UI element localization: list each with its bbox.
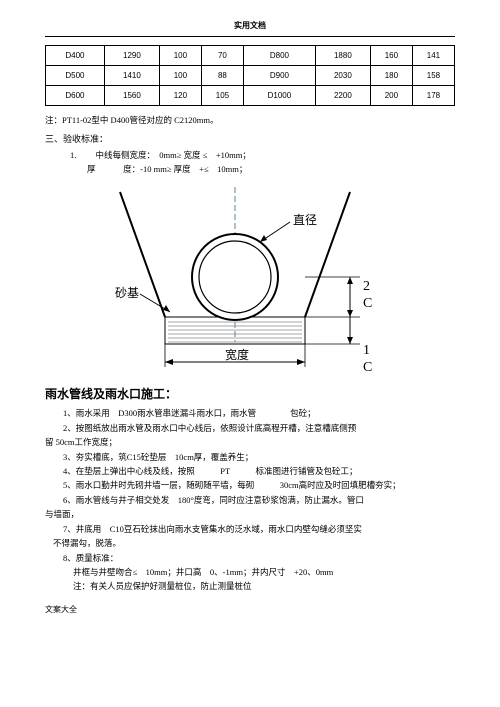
main-section-title: 雨水管线及雨水口施工： — [45, 385, 455, 402]
cell: 100 — [159, 66, 201, 86]
cell: 1410 — [104, 66, 159, 86]
cross-section-diagram: 直径 砂基 宽度 2 C 1 C — [45, 182, 455, 379]
cell: 158 — [412, 66, 454, 86]
para-6: 6、雨水管线与井子相交处发 180°度弯，同时应注意砂浆饱满，防止漏水。管口 — [63, 493, 455, 507]
cell: D400 — [46, 46, 105, 66]
para-1: 1、雨水采用 D300雨水管串迷漏斗雨水口，雨水管 包砼； — [63, 406, 455, 420]
table-row: D600 1560 120 105 D1000 2200 200 178 — [46, 86, 455, 106]
page-footer: 文案大全 — [45, 604, 455, 615]
cell: 2200 — [315, 86, 370, 106]
cell: 180 — [370, 66, 412, 86]
para-4: 4、在垫层上弹出中心线及线，按照 PT 标准图进行铺管及包砼工； — [63, 464, 455, 478]
table-row: D400 1290 100 70 D800 1880 160 141 — [46, 46, 455, 66]
cell: 70 — [201, 46, 243, 66]
cell: 105 — [201, 86, 243, 106]
para-2: 2、按图纸放出雨水管及雨水口中心线后，依照设计底高程开槽，注意槽底侧预 — [63, 421, 455, 435]
para-8a: 井框与井壁吻合≤ 10mm；井口高 0、-1mm；井内尺寸 +20、0mm — [73, 565, 455, 579]
spec-table: D400 1290 100 70 D800 1880 160 141 D500 … — [45, 45, 455, 106]
section-3-title: 三、验收标准： — [45, 132, 455, 145]
cell: 178 — [412, 86, 454, 106]
cell: 88 — [201, 66, 243, 86]
text: 度：-10 mm≥ 厚度 +≤ 10mm； — [123, 164, 247, 174]
cell: 200 — [370, 86, 412, 106]
dim-1: 1 — [363, 343, 370, 358]
dim-2: 2 — [363, 279, 370, 294]
cell: D600 — [46, 86, 105, 106]
cell: D800 — [243, 46, 315, 66]
cell: 120 — [159, 86, 201, 106]
dim-c1: C — [363, 296, 372, 311]
diameter-label: 直径 — [293, 213, 317, 227]
para-8: 8、质量标准： — [63, 551, 455, 565]
sand-base-label: 砂基 — [115, 286, 139, 300]
para-5: 5、雨水口勤井时先砌井墙一层，随砌随平墙，每砌 30cm高时应及时回填肥槽夯实； — [63, 478, 455, 492]
para-8b: 注：有关人员应保护好测量桩位，防止测量桩位 — [73, 579, 455, 593]
cell: D1000 — [243, 86, 315, 106]
standard-line-2: 厚 度：-10 mm≥ 厚度 +≤ 10mm； — [70, 163, 455, 177]
header-rule — [45, 36, 455, 37]
cell: D900 — [243, 66, 315, 86]
cell: D500 — [46, 66, 105, 86]
num: 1. — [70, 150, 76, 160]
note-1: 注：PT11-02型中 D400管径对应的 C2120mm。 — [45, 114, 455, 126]
dim-c2: C — [363, 360, 372, 375]
cell: 1560 — [104, 86, 159, 106]
para-7: 7、井底用 C10豆石砼抹出向雨水支管集水的泛水域，雨水口内壁勾缝必须坚实 — [63, 522, 455, 536]
cell: 1290 — [104, 46, 159, 66]
text: 中线每侧宽度： 0mm≥ 宽度 ≤ +10mm； — [96, 150, 251, 160]
table-row: D500 1410 100 88 D900 2030 180 158 — [46, 66, 455, 86]
cell: 160 — [370, 46, 412, 66]
cell: 1880 — [315, 46, 370, 66]
page-header: 实用文档 — [45, 20, 455, 34]
para-7b: 不得漏勾，脱落。 — [53, 536, 455, 550]
cell: 100 — [159, 46, 201, 66]
cell: 2030 — [315, 66, 370, 86]
para-3: 3、夯实槽底，筑C15砼垫层 10cm厚，覆盖养生； — [63, 450, 455, 464]
cell: 141 — [412, 46, 454, 66]
width-label: 宽度 — [225, 347, 249, 362]
label: 厚 — [87, 164, 96, 174]
para-6b: 与墙面， — [45, 507, 455, 521]
para-2b: 留 50cm工作宽度； — [45, 435, 455, 449]
standard-line-1: 1. 中线每侧宽度： 0mm≥ 宽度 ≤ +10mm； — [70, 149, 455, 163]
